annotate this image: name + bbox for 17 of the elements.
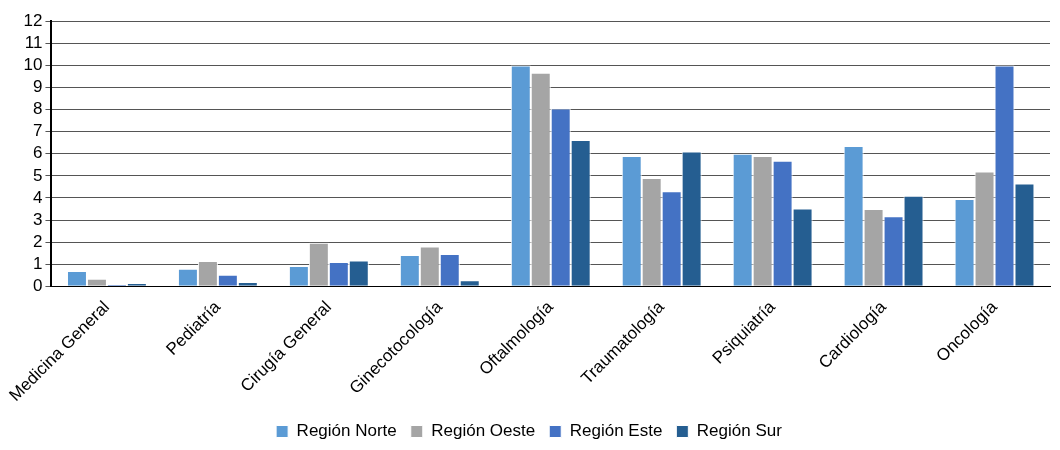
y-tick-label: 3: [32, 209, 43, 229]
y-tick-label: 5: [32, 165, 43, 185]
y-tick-label: 11: [24, 32, 43, 52]
y-tick-label: 9: [32, 77, 43, 97]
y-tick-label: 4: [32, 187, 43, 207]
legend-label: Región Oeste: [431, 421, 536, 441]
y-tick-label: 1: [32, 253, 43, 273]
y-tick-label: 10: [23, 55, 43, 75]
legend-label: Región Norte: [296, 421, 397, 441]
y-tick-label: 12: [23, 10, 43, 30]
y-tick-label: 2: [32, 231, 43, 251]
y-tick-label: 0: [32, 276, 43, 296]
y-tick-label: 8: [32, 99, 43, 119]
legend-label: Región Sur: [696, 421, 783, 441]
y-tick-label: 7: [32, 121, 43, 141]
y-tick-label: 6: [32, 143, 43, 163]
legend-label: Región Este: [569, 421, 663, 441]
